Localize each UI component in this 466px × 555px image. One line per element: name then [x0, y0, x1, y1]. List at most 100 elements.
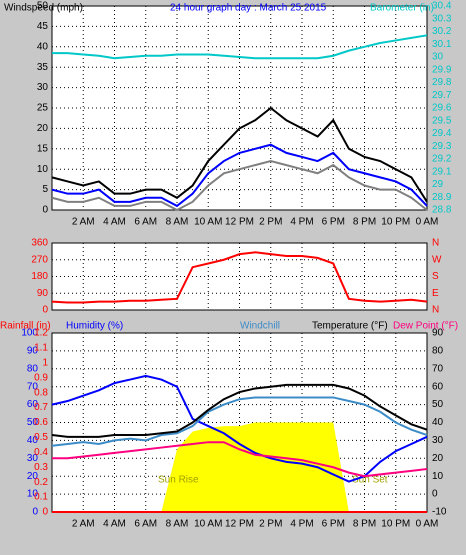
- y-tick-label: 45: [37, 21, 49, 32]
- x-tick-label: 8 PM: [353, 519, 376, 530]
- y3-tick-label: 0.4: [34, 447, 48, 458]
- y3-tick-label: 0.9: [34, 372, 48, 383]
- y2-tick-label: 28.8: [432, 205, 452, 216]
- y2-tick-label: 29.7: [432, 90, 452, 101]
- y-tick-label: 15: [37, 143, 49, 154]
- x-tick-label: 10 AM: [194, 519, 222, 530]
- y-tick-label: 360: [31, 238, 48, 249]
- y-tick-label: 70: [27, 381, 39, 392]
- y-tick-label: 60: [27, 399, 39, 410]
- x-tick-label: 6 PM: [322, 519, 345, 530]
- y2-tick-label: 29.1: [432, 166, 452, 177]
- y2-tick-label: 60: [432, 381, 444, 392]
- x-tick-label: 10 PM: [381, 519, 410, 530]
- x-tick-label: 6 PM: [322, 217, 345, 228]
- y-tick-label: 80: [27, 363, 39, 374]
- y2-tick-label: 80: [432, 346, 444, 357]
- y3-tick-label: 0.1: [34, 492, 48, 503]
- y2-tick-label: 29.9: [432, 64, 452, 75]
- x-tick-label: 4 AM: [103, 217, 126, 228]
- x-tick-label: 2 PM: [259, 217, 282, 228]
- x-tick-label: 0 AM: [416, 519, 439, 530]
- y-tick-label: 20: [27, 471, 39, 482]
- y-tick-label: 35: [37, 62, 49, 73]
- y-tick-label: 10: [37, 164, 49, 175]
- y-tick-label: 90: [27, 346, 39, 357]
- y2-axis-label: Barometer (in): [370, 3, 434, 14]
- y2-tick-label: 10: [432, 471, 444, 482]
- legend-label: Temperature (°F): [312, 321, 388, 332]
- x-tick-label: 2 AM: [72, 217, 95, 228]
- y3-tick-label: 1: [42, 357, 48, 368]
- line: [51, 251, 428, 304]
- x-tick-label: 8 AM: [166, 519, 189, 530]
- x-tick-label: 0 AM: [416, 217, 439, 228]
- y-tick-label: 10: [27, 489, 39, 500]
- y2-tick-label: W: [432, 254, 442, 265]
- x-tick-label: 8 PM: [353, 217, 376, 228]
- y-tick-label: 40: [27, 435, 39, 446]
- legend-label: Humidity (%): [66, 321, 123, 332]
- y3-tick-label: 0: [42, 507, 48, 518]
- x-tick-label: 8 AM: [166, 217, 189, 228]
- y-tick-label: 0: [32, 507, 38, 518]
- x-tick-label: 10 PM: [381, 217, 410, 228]
- x-tick-label: 2 PM: [259, 519, 282, 530]
- y-tick-label: 90: [37, 288, 49, 299]
- y-tick-label: 20: [37, 123, 49, 134]
- y2-tick-label: E: [432, 288, 439, 299]
- y3-tick-label: 1.2: [34, 328, 48, 339]
- y2-tick-label: -10: [432, 507, 447, 518]
- y-tick-label: 270: [31, 254, 48, 265]
- y2-tick-label: 30.4: [432, 1, 452, 12]
- y2-tick-label: 29.3: [432, 141, 452, 152]
- y2-tick-label: 50: [432, 399, 444, 410]
- y2-tick-label: 28.9: [432, 192, 452, 203]
- y2-tick-label: 20: [432, 453, 444, 464]
- y3-tick-label: 1.1: [34, 343, 48, 354]
- y2-tick-label: 29.2: [432, 154, 452, 165]
- y3-tick-label: 0.2: [34, 477, 48, 488]
- x-tick-label: 4 AM: [103, 519, 126, 530]
- y2-tick-label: 29: [432, 179, 444, 190]
- x-tick-label: 12 PM: [225, 519, 254, 530]
- y3-tick-label: 0.7: [34, 402, 48, 413]
- y3-tick-label: 0.5: [34, 432, 48, 443]
- y2-tick-label: 29.4: [432, 128, 452, 139]
- y2-tick-label: N: [432, 305, 439, 316]
- line: [51, 383, 428, 438]
- y3-tick-label: 0.6: [34, 417, 48, 428]
- line: [51, 160, 428, 212]
- y-tick-label: 0: [42, 305, 48, 316]
- y3-tick-label: 0.8: [34, 387, 48, 398]
- y2-tick-label: 30.2: [432, 26, 452, 37]
- y2-tick-label: 29.8: [432, 77, 452, 88]
- y2-tick-label: 0: [432, 489, 438, 500]
- y2-tick-label: S: [432, 271, 439, 282]
- y2-tick-label: 90: [432, 328, 444, 339]
- line: [51, 106, 428, 203]
- y2-tick-label: 30: [432, 52, 444, 63]
- y2-tick-label: 30.1: [432, 39, 452, 50]
- line: [52, 441, 428, 478]
- y2-tick-label: 70: [432, 363, 444, 374]
- y2-tick-label: 30.3: [432, 13, 452, 24]
- chart-title: 24 hour graph day : March 25 2015: [170, 3, 327, 14]
- y-tick-label: 180: [31, 271, 48, 282]
- y-axis-label: Windspeed (mph): [4, 3, 83, 14]
- y-tick-label: 0: [42, 205, 48, 216]
- annotation: Sun Set: [352, 475, 388, 486]
- area: [52, 422, 427, 512]
- y-tick-label: 50: [27, 417, 39, 428]
- y-tick-label: 5: [42, 184, 48, 195]
- legend-label: Dew Point (°F): [393, 321, 458, 332]
- legend-label: Rainfall (in): [0, 321, 51, 332]
- y2-tick-label: 29.5: [432, 115, 452, 126]
- y-tick-label: 30: [37, 82, 49, 93]
- y-tick-label: 40: [37, 41, 49, 52]
- y-tick-label: 50: [37, 1, 49, 12]
- x-tick-label: 4 PM: [290, 217, 313, 228]
- legend-label: Windchill: [240, 321, 280, 332]
- x-tick-label: 2 AM: [72, 519, 95, 530]
